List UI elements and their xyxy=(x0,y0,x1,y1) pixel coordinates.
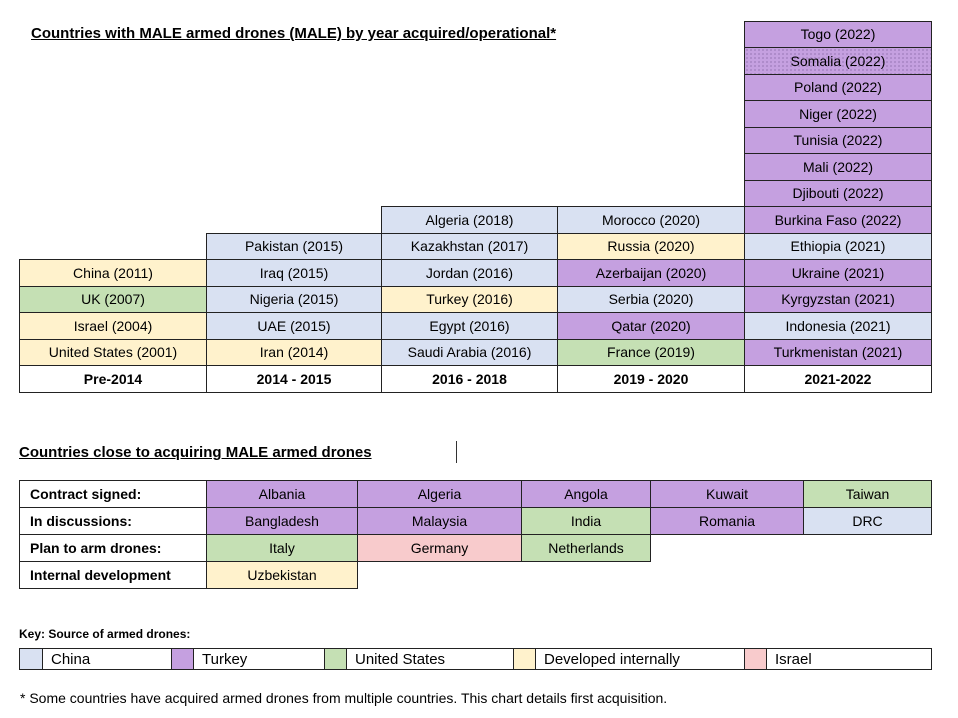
country-cell-saudi-arabia: Saudi Arabia (2016) xyxy=(381,338,558,366)
country-cell-algeria: Algeria xyxy=(357,480,522,508)
country-cell-niger: Niger (2022) xyxy=(744,100,932,128)
country-cell-france: France (2019) xyxy=(557,338,745,366)
country-cell-burkina-faso: Burkina Faso (2022) xyxy=(744,206,932,234)
chart2-title: Countries close to acquiring MALE armed … xyxy=(19,444,372,461)
country-cell-ukraine: Ukraine (2021) xyxy=(744,259,932,287)
country-cell-bangladesh: Bangladesh xyxy=(206,507,358,535)
country-cell-italy: Italy xyxy=(206,534,358,562)
column-header-pre-2014: Pre-2014 xyxy=(19,365,207,393)
country-cell-somalia: Somalia (2022) xyxy=(744,47,932,75)
key-swatch-united-states xyxy=(324,649,347,669)
country-cell-russia: Russia (2020) xyxy=(557,232,745,260)
row-label-internal-development: Internal development xyxy=(19,561,207,589)
country-cell-germany: Germany xyxy=(357,534,522,562)
country-cell-ethiopia: Ethiopia (2021) xyxy=(744,232,932,260)
country-cell-egypt: Egypt (2016) xyxy=(381,312,558,340)
key-label-united-states: United States xyxy=(355,650,446,668)
column-header-2014-2015: 2014 - 2015 xyxy=(206,365,382,393)
country-cell-djibouti: Djibouti (2022) xyxy=(744,179,932,207)
country-cell-romania: Romania xyxy=(650,507,804,535)
key-label-israel: Israel xyxy=(775,650,812,668)
country-cell-tunisia: Tunisia (2022) xyxy=(744,126,932,154)
country-cell-kyrgyzstan: Kyrgyzstan (2021) xyxy=(744,285,932,313)
row-label-contract-signed: Contract signed: xyxy=(19,480,207,508)
country-cell-pakistan: Pakistan (2015) xyxy=(206,232,382,260)
country-cell-jordan: Jordan (2016) xyxy=(381,259,558,287)
country-cell-uae: UAE (2015) xyxy=(206,312,382,340)
chart1-title: Countries with MALE armed drones (MALE) … xyxy=(31,25,557,42)
country-cell-kuwait: Kuwait xyxy=(650,480,804,508)
row-label-plan-to-arm-drones: Plan to arm drones: xyxy=(19,534,207,562)
country-cell-morocco: Morocco (2020) xyxy=(557,206,745,234)
country-cell-drc: DRC xyxy=(803,507,932,535)
column-header-2019-2020: 2019 - 2020 xyxy=(557,365,745,393)
country-cell-united-states: United States (2001) xyxy=(19,338,207,366)
country-cell-netherlands: Netherlands xyxy=(521,534,651,562)
country-cell-india: India xyxy=(521,507,651,535)
country-cell-uzbekistan: Uzbekistan xyxy=(206,561,358,589)
country-cell-serbia: Serbia (2020) xyxy=(557,285,745,313)
country-cell-turkey: Turkey (2016) xyxy=(381,285,558,313)
country-cell-qatar: Qatar (2020) xyxy=(557,312,745,340)
key-legend: China Turkey United States Developed intern… xyxy=(19,648,932,670)
country-cell-algeria: Algeria (2018) xyxy=(381,206,558,234)
country-cell-togo: Togo (2022) xyxy=(744,20,932,48)
country-cell-nigeria: Nigeria (2015) xyxy=(206,285,382,313)
key-title: Key: Source of armed drones: xyxy=(19,627,191,641)
country-cell-malaysia: Malaysia xyxy=(357,507,522,535)
column-header-2021-2022: 2021-2022 xyxy=(744,365,932,393)
key-swatch-israel xyxy=(744,649,767,669)
key-swatch-china xyxy=(20,649,43,669)
country-cell-taiwan: Taiwan xyxy=(803,480,932,508)
country-cell-mali: Mali (2022) xyxy=(744,153,932,181)
country-cell-china: China (2011) xyxy=(19,259,207,287)
key-label-developed-internally: Developed internally xyxy=(544,650,680,668)
country-cell-albania: Albania xyxy=(206,480,358,508)
footnote: * Some countries have acquired armed dro… xyxy=(20,690,668,706)
country-cell-iran: Iran (2014) xyxy=(206,338,382,366)
key-label-turkey: Turkey xyxy=(202,650,248,668)
text-cursor xyxy=(456,441,457,463)
country-cell-poland: Poland (2022) xyxy=(744,73,932,101)
country-cell-azerbaijan: Azerbaijan (2020) xyxy=(557,259,745,287)
key-label-china: China xyxy=(51,650,91,668)
key-swatch-developed-internally xyxy=(513,649,536,669)
country-cell-uk: UK (2007) xyxy=(19,285,207,313)
row-label-in-discussions: In discussions: xyxy=(19,507,207,535)
key-swatch-turkey xyxy=(171,649,194,669)
country-cell-israel: Israel (2004) xyxy=(19,312,207,340)
country-cell-kazakhstan: Kazakhstan (2017) xyxy=(381,232,558,260)
country-cell-indonesia: Indonesia (2021) xyxy=(744,312,932,340)
country-cell-angola: Angola xyxy=(521,480,651,508)
country-cell-iraq: Iraq (2015) xyxy=(206,259,382,287)
country-cell-turkmenistan: Turkmenistan (2021) xyxy=(744,338,932,366)
column-header-2016-2018: 2016 - 2018 xyxy=(381,365,558,393)
